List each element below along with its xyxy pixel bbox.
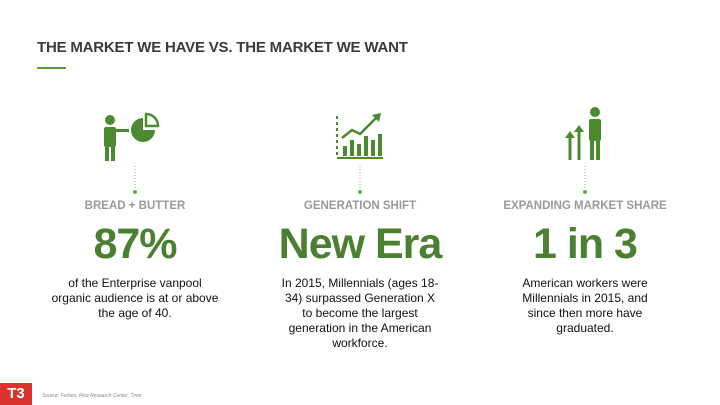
column: EXPANDING MARKET SHARE 1 in 3 American w… — [485, 100, 685, 336]
column-stat: 87% — [93, 220, 177, 268]
growth-icon — [336, 113, 383, 194]
source-note: Source: Forbes, Pew Research Center, Tim… — [42, 393, 142, 399]
column-description: In 2015, Millennials (ages 18-34) surpas… — [281, 276, 439, 350]
column: GENERATION SHIFT New Era In 2015, Millen… — [260, 100, 460, 351]
column-label: BREAD + BUTTER — [84, 200, 186, 212]
audience-icon — [104, 112, 160, 194]
column-description: American workers were Millennials in 201… — [522, 276, 648, 335]
logo: T3 — [0, 383, 32, 405]
market-share-icon — [565, 107, 601, 194]
column-description: of the Enterprise vanpool organic audien… — [51, 276, 219, 320]
column-stat: New Era — [278, 220, 443, 268]
column-label: EXPANDING MARKET SHARE — [503, 200, 667, 212]
column-label: GENERATION SHIFT — [303, 200, 417, 212]
title-underline — [37, 67, 66, 69]
column-stat: 1 in 3 — [533, 220, 638, 268]
column: BREAD + BUTTER 87% of the Enterprise van… — [35, 100, 235, 321]
slide-title: THE MARKET WE HAVE VS. THE MARKET WE WAN… — [37, 39, 408, 56]
